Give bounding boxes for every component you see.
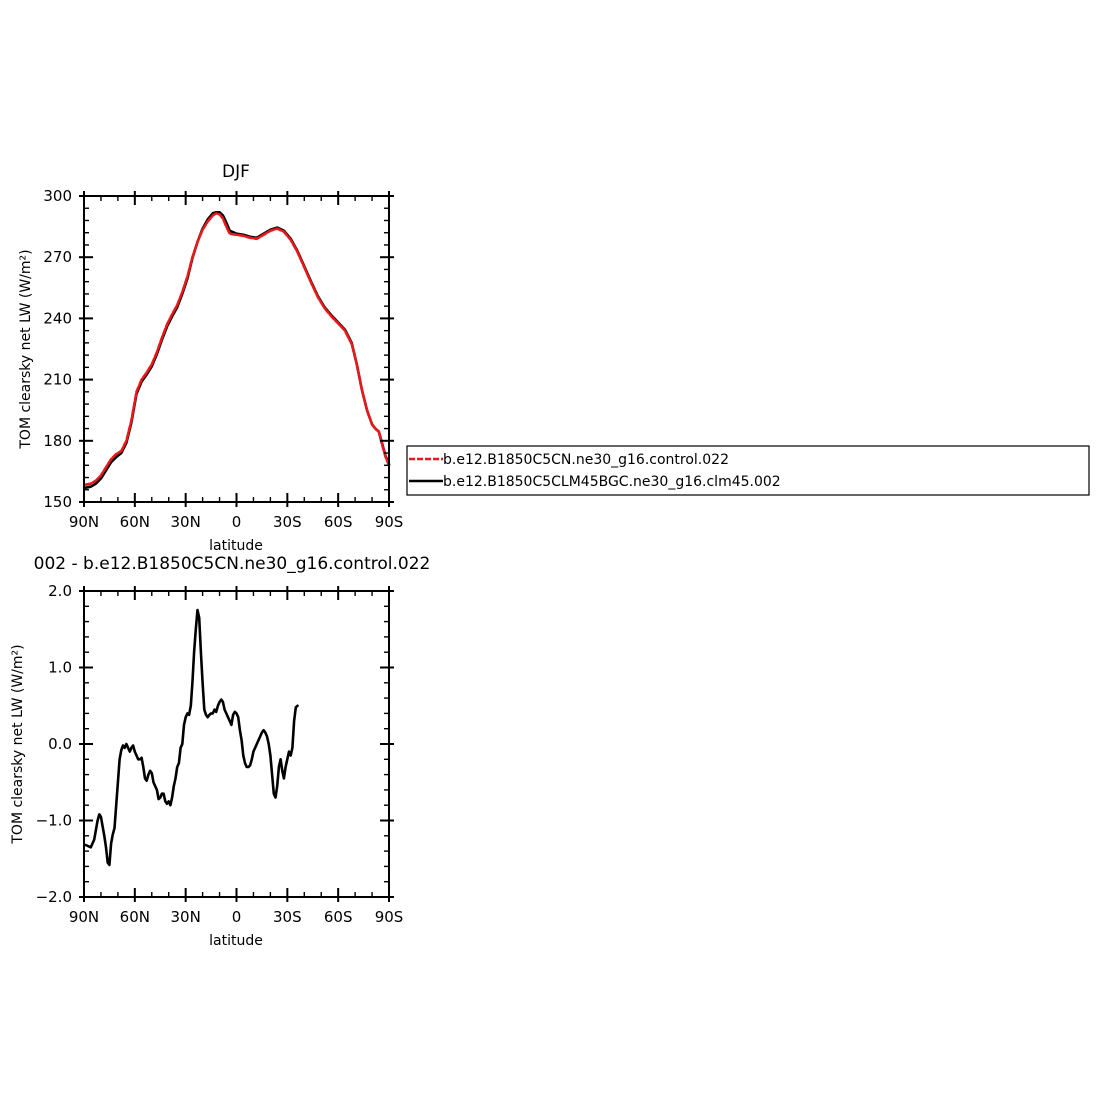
chart-top-legend: b.e12.B1850C5CN.ne30_g16.control.022 b.e… xyxy=(406,445,1090,496)
y-tick-label: 210 xyxy=(43,371,72,389)
chart-bottom-x-tick-labels: 90N 60N 30N 0 30S 60S 90S xyxy=(69,908,403,926)
x-tick-label: 30S xyxy=(273,513,302,531)
series-line-0-0 xyxy=(84,212,391,486)
chart-bottom-series-group xyxy=(84,608,299,867)
chart-bottom-x-axis-label: latitude xyxy=(209,933,263,949)
x-tick-label: 0 xyxy=(232,513,242,531)
legend-label-clm45: b.e12.B1850C5CLM45BGC.ne30_g16.clm45.002 xyxy=(443,474,781,490)
chart-bottom-y-tick-labels: −2.0 −1.0 0.0 1.0 2.0 xyxy=(36,582,72,906)
chart-bottom-y-axis-label: TOM clearsky net LW (W/m²) xyxy=(10,644,26,844)
y-tick-label: 300 xyxy=(43,187,72,205)
chart-top-series-group xyxy=(84,211,391,489)
chart-top-x-tick-labels: 90N 60N 30N 0 30S 60S 90S xyxy=(69,513,403,531)
y-tick-label: 2.0 xyxy=(48,582,72,600)
x-tick-label: 30N xyxy=(171,513,201,531)
series-line-1-0 xyxy=(84,608,299,867)
x-tick-label: 90N xyxy=(69,908,99,926)
legend-label-control: b.e12.B1850C5CN.ne30_g16.control.022 xyxy=(443,452,729,468)
chart-bottom-ticks xyxy=(79,586,394,902)
y-tick-label: −2.0 xyxy=(36,888,72,906)
y-tick-label: 150 xyxy=(43,493,72,511)
chart-top-x-axis-label: latitude xyxy=(209,538,263,554)
x-tick-label: 60S xyxy=(324,513,353,531)
y-tick-label: −1.0 xyxy=(36,812,72,830)
x-tick-label: 60N xyxy=(120,908,150,926)
x-tick-label: 60S xyxy=(324,908,353,926)
chart-top-y-axis-label: TOM clearsky net LW (W/m²) xyxy=(18,249,34,449)
chart-top-ticks xyxy=(79,191,394,507)
x-tick-label: 30S xyxy=(273,908,302,926)
y-tick-label: 270 xyxy=(43,248,72,266)
chart-bottom: 002 - b.e12.B1850C5CN.ne30_g16.control.0… xyxy=(10,554,430,949)
y-tick-label: 240 xyxy=(43,309,72,327)
x-tick-label: 90S xyxy=(375,908,404,926)
chart-top-y-tick-labels: 150 180 210 240 270 300 xyxy=(43,187,72,511)
chart-top-frame xyxy=(83,195,390,503)
x-tick-label: 60N xyxy=(120,513,150,531)
series-line-0-1 xyxy=(84,211,391,489)
chart-bottom-frame xyxy=(83,590,390,898)
y-tick-label: 1.0 xyxy=(48,659,72,677)
x-tick-label: 90S xyxy=(375,513,404,531)
legend-box xyxy=(406,445,1090,496)
x-tick-label: 0 xyxy=(232,908,242,926)
chart-top-title: DJF xyxy=(222,162,250,182)
y-tick-label: 180 xyxy=(43,432,72,450)
chart-bottom-title: 002 - b.e12.B1850C5CN.ne30_g16.control.0… xyxy=(34,554,431,574)
y-tick-label: 0.0 xyxy=(48,735,72,753)
x-tick-label: 90N xyxy=(69,513,99,531)
x-tick-label: 30N xyxy=(171,908,201,926)
